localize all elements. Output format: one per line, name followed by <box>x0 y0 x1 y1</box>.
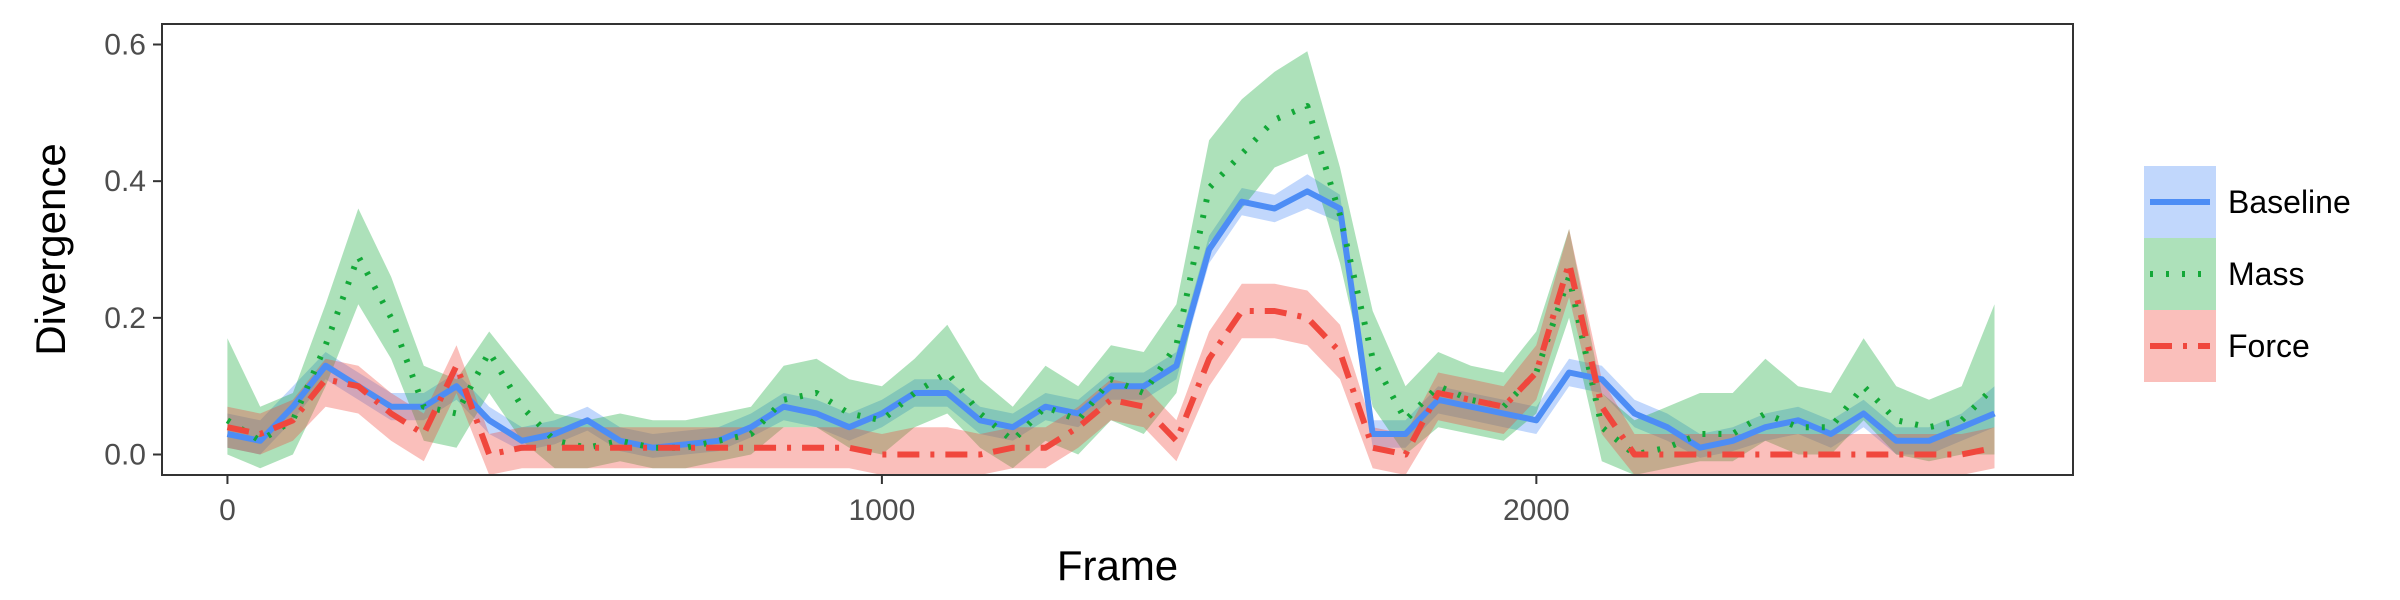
series-lines <box>225 103 1997 458</box>
force-confidence-band <box>227 229 1995 475</box>
legend-key-mass <box>2144 238 2216 310</box>
x-tick-label: 2000 <box>1503 494 1570 527</box>
x-axis-title: Frame <box>1057 542 1178 589</box>
confidence-bands <box>227 51 1995 475</box>
legend: Baseline Mass Force <box>2144 166 2351 382</box>
plot-panel-border <box>161 23 2074 476</box>
mass-confidence-band <box>227 51 1995 475</box>
mass-series-line <box>225 103 1997 458</box>
y-axis-title: Divergence <box>27 143 74 355</box>
baseline-series-line <box>226 188 1996 451</box>
y-axis: 0.0 0.2 0.4 0.6 <box>104 29 162 472</box>
y-tick-label: 0.6 <box>104 29 146 62</box>
legend-item-force: Force <box>2144 310 2310 382</box>
legend-item-baseline: Baseline <box>2144 166 2351 238</box>
x-axis: 0 1000 2000 <box>219 475 1570 527</box>
legend-label-mass: Mass <box>2228 256 2304 292</box>
x-tick-label: 1000 <box>849 494 916 527</box>
legend-label-force: Force <box>2228 328 2310 364</box>
force-series-line <box>226 260 1996 458</box>
y-tick-label: 0.4 <box>104 165 146 198</box>
legend-item-mass: Mass <box>2144 238 2304 310</box>
baseline-confidence-band <box>227 174 1995 458</box>
y-tick-label: 0.0 <box>104 439 146 472</box>
legend-label-baseline: Baseline <box>2228 184 2351 220</box>
y-tick-label: 0.2 <box>104 302 146 335</box>
x-tick-label: 0 <box>219 494 236 527</box>
